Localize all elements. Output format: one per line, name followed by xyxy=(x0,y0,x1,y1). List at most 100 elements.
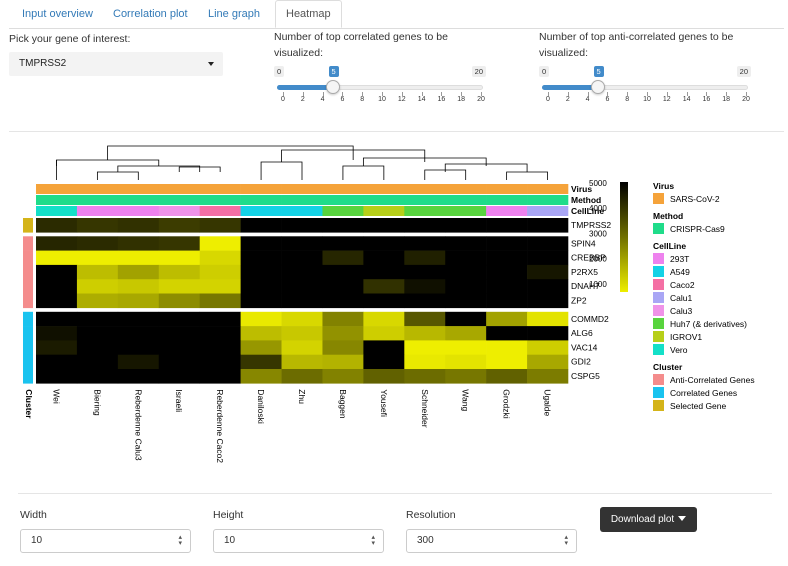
legend-swatch xyxy=(653,374,664,385)
heatmap-cell xyxy=(486,311,528,327)
heatmap-cell xyxy=(363,236,405,251)
slider-tick-label: 16 xyxy=(437,96,446,103)
heatmap-cell xyxy=(281,218,323,233)
column-label: Wang xyxy=(461,389,471,411)
heatmap-cell xyxy=(36,369,78,384)
heatmap-cell xyxy=(158,293,200,309)
divider xyxy=(9,131,784,132)
heatmap-cell xyxy=(76,279,119,294)
heatmap-cell xyxy=(527,340,569,355)
legend-label: Huh7 (& derivatives) xyxy=(670,319,747,329)
annotation-cell xyxy=(117,184,160,194)
heatmap-cell xyxy=(281,326,323,341)
anticorrelated-genes-slider[interactable]: 0 20 5 0 2 4 6 8 10 12 14 16 18 20 xyxy=(539,66,751,112)
column-label: Daniloski xyxy=(256,389,266,424)
spinner-icon[interactable]: ▴ ▾ xyxy=(371,534,375,547)
slider-tick xyxy=(322,92,324,96)
heatmap-cell xyxy=(322,311,364,327)
slider-tick-label: 12 xyxy=(397,96,406,103)
row-label: VAC14 xyxy=(571,342,598,352)
slider-tick xyxy=(607,92,609,96)
slider-tick-label: 4 xyxy=(320,96,325,103)
slider-min: 0 xyxy=(274,66,285,77)
resolution-input[interactable]: 300 ▴ ▾ xyxy=(406,529,577,553)
heatmap-cell xyxy=(404,369,446,384)
slider-tick xyxy=(746,92,747,96)
tab-heatmap[interactable]: Heatmap xyxy=(275,0,342,28)
slider-handle[interactable] xyxy=(590,80,605,94)
heatmap-cell xyxy=(322,293,364,309)
heatmap-cell xyxy=(404,340,446,355)
heatmap-cell xyxy=(363,293,405,309)
legend-title: CellLine xyxy=(653,241,686,251)
annotation-cell xyxy=(363,195,405,205)
heatmap-cell xyxy=(76,236,119,251)
gene-select[interactable]: TMPRSS2 xyxy=(9,52,223,76)
height-input[interactable]: 10 ▴ ▾ xyxy=(213,529,384,553)
slider-tick xyxy=(666,92,668,96)
legend-label: Calu3 xyxy=(670,306,692,316)
heatmap-chart: VirusMethodCellLineTMPRSS2SPIN4CREBBPP2R… xyxy=(23,145,755,463)
heatmap-cell xyxy=(527,250,569,266)
width-input[interactable]: 10 ▴ ▾ xyxy=(20,529,191,553)
annotation-title: Virus xyxy=(571,184,592,194)
slider-tick-label: 0 xyxy=(546,96,550,103)
heatmap-cell xyxy=(404,279,446,294)
heatmap-cell xyxy=(404,218,446,233)
heatmap-cell xyxy=(199,250,241,266)
tab-input-overview[interactable]: Input overview xyxy=(22,8,93,20)
heatmap-cell xyxy=(158,236,200,251)
annotation-title: Method xyxy=(571,195,601,205)
heatmap-cell xyxy=(322,279,364,294)
slider-tick-label: 2 xyxy=(565,96,570,103)
heatmap-cell xyxy=(76,340,119,355)
column-label: Ugalde xyxy=(543,389,553,416)
slider-tick-label: 8 xyxy=(360,96,365,103)
row-cluster-cell xyxy=(23,369,33,384)
heatmap-cell xyxy=(199,311,241,327)
heatmap-cell xyxy=(281,311,323,327)
heatmap-cell xyxy=(322,369,364,384)
heatmap-cell xyxy=(486,218,528,233)
correlated-genes-slider[interactable]: 0 20 5 0 2 4 6 8 10 12 14 16 18 20 xyxy=(274,66,486,112)
heatmap-cell xyxy=(76,369,119,384)
annotation-cell xyxy=(240,184,282,194)
row-cluster-cell xyxy=(23,236,33,251)
column-label: Reberdenne Caco2 xyxy=(215,389,225,463)
row-label: ALG6 xyxy=(571,328,593,338)
legend-swatch xyxy=(653,331,664,342)
spinner-icon[interactable]: ▴ ▾ xyxy=(564,534,568,547)
heatmap-cell xyxy=(322,250,364,266)
heatmap-cell xyxy=(404,326,446,341)
annotation-cell xyxy=(363,206,405,216)
tab-correlation-plot[interactable]: Correlation plot xyxy=(113,8,188,20)
slider-tick-label: 6 xyxy=(340,96,345,103)
annotation-title: CellLine xyxy=(571,206,604,216)
slider-max: 20 xyxy=(736,66,751,77)
slider-tick xyxy=(401,92,403,96)
row-cluster-cell xyxy=(23,311,33,327)
annotation-cell xyxy=(486,206,528,216)
color-scale-tick: 5000 xyxy=(589,179,607,188)
download-plot-button[interactable]: Download plot xyxy=(600,507,697,532)
heatmap-cell xyxy=(404,264,446,280)
heatmap-cell xyxy=(76,250,119,266)
annotation-cell xyxy=(158,206,200,216)
legend-swatch xyxy=(653,223,664,234)
heatmap-cell xyxy=(527,311,569,327)
slider-handle[interactable] xyxy=(325,80,340,94)
legend-swatch xyxy=(653,193,664,204)
dendrogram-branch xyxy=(506,171,548,180)
legend-label: Correlated Genes xyxy=(670,388,737,398)
heatmap-cell xyxy=(240,279,282,294)
tab-line-graph[interactable]: Line graph xyxy=(208,8,260,20)
heatmap-cell xyxy=(240,326,282,341)
heatmap-cell xyxy=(281,264,323,280)
heatmap-cell xyxy=(158,218,200,233)
resolution-value: 300 xyxy=(417,535,434,546)
heatmap-cell xyxy=(199,293,241,309)
slider-tick xyxy=(342,92,344,96)
legend-swatch xyxy=(653,318,664,329)
spinner-icon[interactable]: ▴ ▾ xyxy=(178,534,182,547)
heatmap-cell xyxy=(486,279,528,294)
